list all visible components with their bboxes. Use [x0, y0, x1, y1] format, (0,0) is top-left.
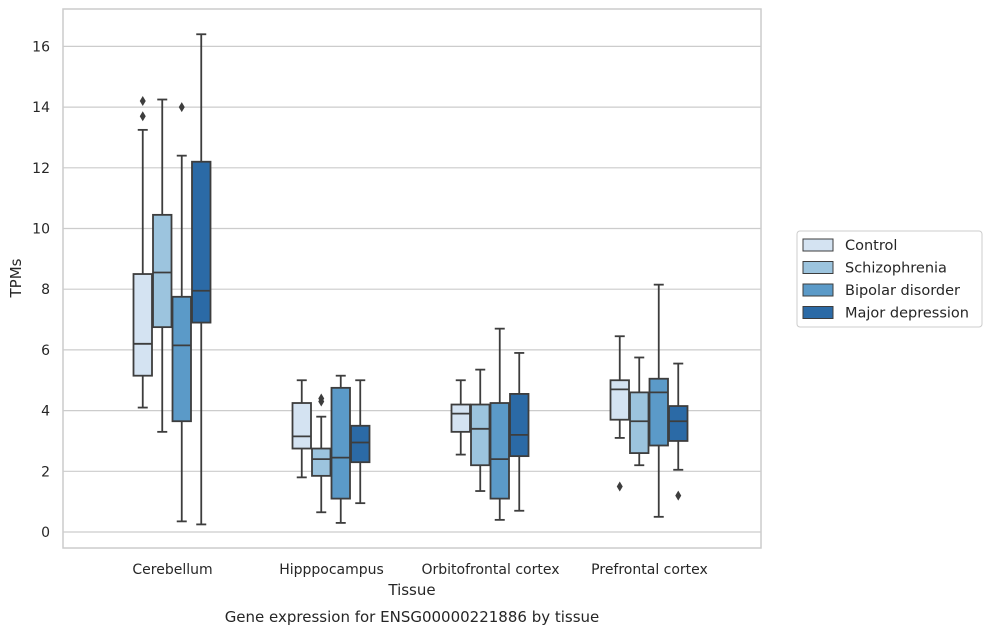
box-iqr [191, 160, 212, 324]
legend: Control Schizophrenia Bipolar disorder Majo… [796, 230, 983, 328]
outlier-point [675, 490, 682, 501]
box-2-2 [489, 327, 510, 521]
box-2-1 [330, 374, 351, 524]
legend-label: Control [845, 238, 897, 254]
y-tick-label: 6 [41, 343, 50, 359]
box-1-2 [470, 368, 491, 492]
box-2-0 [171, 102, 192, 523]
x-tick-label: Prefrontal cortex [591, 562, 708, 578]
box-1-3 [629, 356, 650, 467]
legend-swatch [802, 283, 834, 297]
y-tick-label: 4 [41, 404, 50, 420]
box-iqr [450, 403, 471, 433]
box-3-3 [668, 362, 689, 501]
x-tick-label: Cerebellum [132, 562, 212, 578]
plot-frame [62, 8, 762, 549]
x-tick-labels: Cerebellum Hipppocampus Orbitofrontal cort… [132, 562, 707, 578]
box-iqr [489, 402, 510, 500]
x-tick-label: Hipppocampus [279, 562, 384, 578]
box-0-1 [291, 379, 312, 479]
legend-swatch [802, 238, 834, 252]
chart-caption: Gene expression for ENSG00000221886 by t… [225, 608, 600, 626]
outlier-point [178, 102, 185, 113]
box-iqr [509, 393, 530, 458]
box-iqr [171, 295, 192, 423]
outlier-point [139, 111, 146, 122]
box-iqr [350, 424, 371, 464]
box-iqr [629, 391, 650, 454]
y-tick-label: 12 [32, 161, 50, 177]
y-tick-label: 10 [32, 222, 50, 238]
box-3-2 [509, 352, 530, 512]
legend-label: Major depression [845, 306, 969, 322]
y-tick-label: 8 [41, 282, 50, 298]
y-tick-labels: 0 2 4 6 8 10 12 14 16 [32, 39, 50, 541]
box-iqr [330, 386, 351, 500]
box-0-0 [132, 96, 153, 409]
box-3-1 [350, 379, 371, 505]
y-tick-label: 2 [41, 464, 50, 480]
legend-label: Schizophrenia [845, 261, 947, 277]
x-axis-label: Tissue [387, 581, 435, 599]
legend-frame [796, 230, 983, 328]
box-iqr [291, 402, 312, 450]
x-tick-label: Orbitofrontal cortex [422, 562, 560, 578]
box-iqr [311, 447, 332, 477]
y-tick-label: 16 [32, 39, 50, 55]
box-iqr [668, 405, 689, 442]
boxes [132, 33, 689, 526]
outlier-point [139, 96, 146, 107]
outlier-point [616, 481, 623, 492]
y-tick-label: 14 [32, 100, 50, 116]
box-iqr [470, 403, 491, 467]
box-2-3 [648, 283, 669, 518]
box-0-2 [450, 379, 471, 456]
y-tick-label: 0 [41, 525, 50, 541]
box-iqr [152, 213, 173, 329]
box-iqr [132, 273, 153, 377]
box-1-0 [152, 98, 173, 433]
legend-swatch [802, 261, 834, 274]
legend-label: Bipolar disorder [845, 283, 960, 299]
box-1-1 [311, 393, 332, 514]
box-iqr [609, 379, 630, 421]
box-0-3 [609, 335, 630, 492]
legend-swatch [802, 306, 834, 319]
box-3-0 [191, 33, 212, 526]
box-iqr [648, 377, 669, 447]
outlier-point [318, 393, 325, 404]
y-axis-label: TPMs [7, 258, 25, 298]
